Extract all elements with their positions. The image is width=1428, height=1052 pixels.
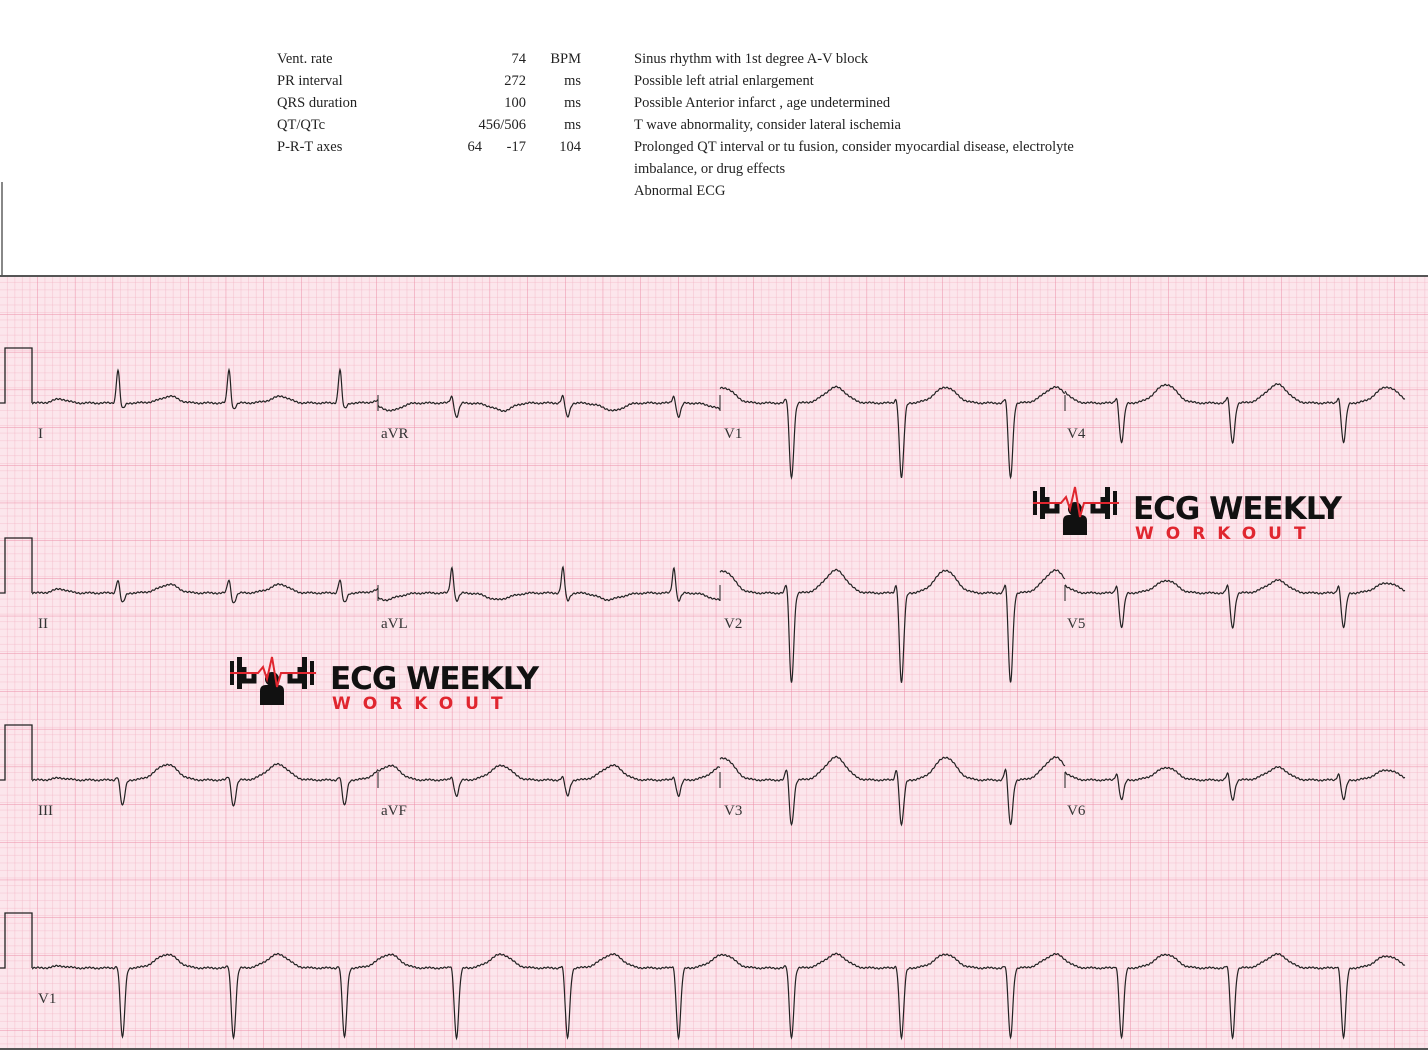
lead-label: V2 <box>724 616 742 632</box>
calibration-pulse <box>0 724 33 781</box>
logo-subtitle: WORKOUT <box>332 694 515 714</box>
ecg-trace <box>378 763 721 797</box>
calibration-pulse <box>0 537 33 594</box>
ecg-trace <box>32 952 1406 1041</box>
calibration-pulse <box>0 347 33 404</box>
lead-label: I <box>38 426 43 442</box>
grid <box>0 276 1428 1050</box>
lead-label: V6 <box>1067 803 1086 819</box>
measure-label: QRS duration <box>277 95 358 111</box>
lead-label: III <box>38 803 53 819</box>
logo: ECG WEEKLY WORKOUT <box>1033 487 1344 544</box>
measure-label: Vent. rate <box>277 51 333 67</box>
lead-label: II <box>38 616 48 632</box>
measure-value: 74 <box>512 51 527 67</box>
ecg-trace <box>719 568 1066 683</box>
lead-label: aVL <box>381 616 408 632</box>
ecg-trace <box>719 755 1066 827</box>
interpretation-line: Possible Anterior infarct , age undeterm… <box>634 95 891 111</box>
axis-r: -17 <box>507 139 526 155</box>
ecg-trace <box>32 579 379 604</box>
interpretation-line: T wave abnormality, consider lateral isc… <box>634 117 902 133</box>
ecg-trace <box>1064 383 1406 445</box>
ecg-trace <box>32 367 379 410</box>
measure-label: QT/QTc <box>277 117 325 133</box>
interpretation-line: imbalance, or drug effects <box>634 161 785 177</box>
ecg-trace <box>1064 765 1406 801</box>
measure-unit: ms <box>564 73 581 89</box>
lead-label: V5 <box>1067 616 1085 632</box>
interpretation-line: Prolonged QT interval or tu fusion, cons… <box>634 139 1074 155</box>
traces <box>0 347 1406 1041</box>
measurements: Vent. rate 74 BPM PR interval 272 ms QRS durat… <box>277 51 582 155</box>
logo-title: ECG WEEKLY <box>1133 491 1343 527</box>
interpretation: Sinus rhythm with 1st degree A-V block Po… <box>634 51 1074 199</box>
measure-label: P-R-T axes <box>277 139 343 155</box>
measure-unit: BPM <box>550 51 581 67</box>
ecg-trace <box>377 394 721 418</box>
measure-value: 272 <box>504 73 526 89</box>
ecg-trace <box>377 565 721 603</box>
interpretation-line: Abnormal ECG <box>634 183 726 199</box>
lead-label: V3 <box>724 803 742 819</box>
logo-title: ECG WEEKLY <box>330 661 540 697</box>
lead-label: V4 <box>1067 426 1086 442</box>
axis-p: 64 <box>468 139 483 155</box>
lead-label: V1 <box>724 426 742 442</box>
logo-subtitle: WORKOUT <box>1135 524 1318 544</box>
interpretation-line: Possible left atrial enlargement <box>634 73 814 89</box>
lead-label: aVR <box>381 426 409 442</box>
measure-label: PR interval <box>277 73 343 89</box>
interpretation-line: Sinus rhythm with 1st degree A-V block <box>634 51 869 67</box>
ecg-trace <box>719 385 1065 480</box>
logo: ECG WEEKLY WORKOUT <box>230 657 541 714</box>
measure-value: 456/506 <box>478 117 526 133</box>
calibration-pulse <box>0 912 33 969</box>
ecg-trace <box>32 762 379 807</box>
ecg-trace <box>1064 578 1406 629</box>
measure-value: 100 <box>504 95 526 111</box>
measure-unit: ms <box>564 117 581 133</box>
lead-label: V1 <box>38 991 56 1007</box>
axis-t: 104 <box>559 139 582 155</box>
lead-label: aVF <box>381 803 407 819</box>
measure-unit: ms <box>564 95 581 111</box>
